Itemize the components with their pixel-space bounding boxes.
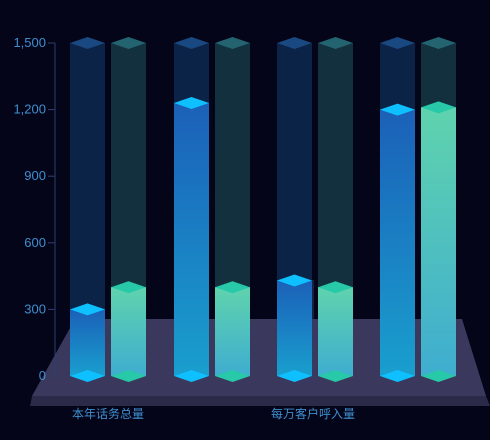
bar-top-cap: [277, 274, 312, 287]
bar-track-cap: [318, 37, 353, 49]
bar-top-cap: [111, 281, 146, 294]
y-tick-label: 0: [39, 368, 46, 383]
y-tick-label: 600: [24, 235, 46, 250]
bar-bottom-cap: [70, 370, 105, 382]
bar-blue-3: [277, 280, 312, 376]
bar-track-cap: [215, 37, 250, 49]
bar-bottom-cap: [215, 370, 250, 382]
y-axis-ticks: 0 300 600 900 1,200 1,500: [13, 35, 55, 383]
bar-top-cap: [380, 103, 415, 116]
bar-track-cap: [70, 37, 105, 49]
bar-blue-1: [70, 309, 105, 376]
bar-track-cap: [421, 37, 456, 49]
category-label: 本年话务总量: [72, 406, 144, 421]
platform-front: [30, 396, 490, 406]
bar-track-cap: [277, 37, 312, 49]
bar-top-cap: [215, 281, 250, 294]
bar-bottom-cap: [380, 370, 415, 382]
bar-bottom-cap: [277, 370, 312, 382]
bar-top-cap: [421, 101, 456, 114]
bar-bottom-cap: [318, 370, 353, 382]
bar-bottom-cap: [421, 370, 456, 382]
category-label: 每万客户呼入量: [271, 406, 355, 421]
bar-blue-4: [380, 109, 415, 376]
bar-track-cap: [174, 37, 209, 49]
bar-bottom-cap: [174, 370, 209, 382]
bar-track-cap: [111, 37, 146, 49]
bar-blue-2: [174, 102, 209, 376]
y-tick-label: 300: [24, 301, 46, 316]
y-tick-label: 1,500: [13, 35, 46, 50]
category-labels: 本年话务总量 每万客户呼入量: [72, 406, 355, 421]
bar-teal-3: [318, 287, 353, 376]
bar-teal-4: [421, 107, 456, 376]
bar-bottom-cap: [111, 370, 146, 382]
bars: [70, 37, 456, 382]
bar-teal-1: [111, 287, 146, 376]
y-tick-label: 1,200: [13, 102, 46, 117]
y-tick-label: 900: [24, 168, 46, 183]
bar-teal-2: [215, 287, 250, 376]
bar-top-cap: [70, 303, 105, 316]
bar-track-cap: [380, 37, 415, 49]
bar-top-cap: [174, 96, 209, 109]
bar-top-cap: [318, 281, 353, 294]
